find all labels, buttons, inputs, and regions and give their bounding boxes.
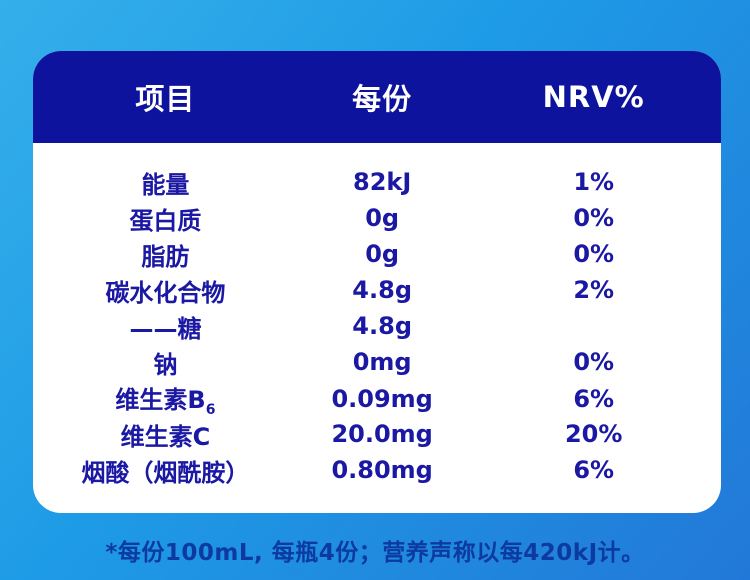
per-serving-value: 0.09mg [331, 384, 433, 413]
table-row: 脂肪 0g 0% [33, 236, 721, 272]
table-row: 维生素C 20.0mg 20% [33, 416, 721, 452]
table-row: 碳水化合物 4.8g 2% [33, 272, 721, 308]
table-row: 能量 82kJ 1% [33, 164, 721, 200]
per-serving-value: 4.8g [352, 312, 412, 340]
nutrition-facts-card: 项目 每份 NRV% 能量 82kJ 1% 蛋白质 0g 0% 脂肪 0g 0%… [33, 51, 721, 513]
nrv-value: 0% [573, 204, 615, 232]
per-serving-value: 20.0mg [331, 420, 433, 448]
per-serving-value: 4.8g [352, 276, 412, 304]
nrv-value: 20% [564, 420, 623, 448]
nrv-value: 6% [573, 384, 615, 413]
nrv-value: 0% [573, 240, 615, 268]
serving-footnote: *每份100mL, 每瓶4份；营养声称以每420kJ计。 [105, 540, 645, 566]
nrv-value: 0% [573, 348, 615, 376]
header-item-label: 项目 [135, 82, 196, 116]
header-per-serving-label: 每份 [352, 82, 413, 116]
nutrient-name: 维生素B6 [115, 386, 216, 418]
table-row: 维生素B6 0.09mg 6% [33, 380, 721, 418]
table-header-row: 项目 每份 NRV% [33, 51, 721, 143]
per-serving-value: 0g [365, 204, 400, 232]
per-serving-value: 0g [365, 240, 400, 268]
nutrient-name: 蛋白质 [129, 206, 202, 235]
nutrient-name: ——糖 [129, 314, 202, 343]
per-serving-value: 82kJ [353, 168, 412, 196]
nutrient-name: 碳水化合物 [105, 278, 226, 307]
nutrient-name: 钠 [153, 350, 178, 379]
table-row: 烟酸（烟酰胺） 0.80mg 6% [33, 452, 721, 488]
nutrient-name: 脂肪 [141, 242, 190, 271]
table-body: 能量 82kJ 1% 蛋白质 0g 0% 脂肪 0g 0% 碳水化合物 4.8g… [33, 143, 721, 488]
header-nrv-label: NRV% [542, 80, 645, 114]
nutrient-name: 烟酸（烟酰胺） [81, 458, 250, 487]
nrv-value: 2% [573, 276, 615, 304]
per-serving-value: 0mg [352, 348, 412, 376]
table-row: ——糖 4.8g [33, 308, 721, 344]
table-row: 蛋白质 0g 0% [33, 200, 721, 236]
nrv-value: 1% [573, 168, 615, 196]
nutrient-name: 能量 [141, 170, 190, 199]
per-serving-value: 0.80mg [331, 456, 433, 484]
nutrient-name: 维生素C [120, 422, 211, 451]
table-row: 钠 0mg 0% [33, 344, 721, 380]
nrv-value: 6% [573, 456, 615, 484]
